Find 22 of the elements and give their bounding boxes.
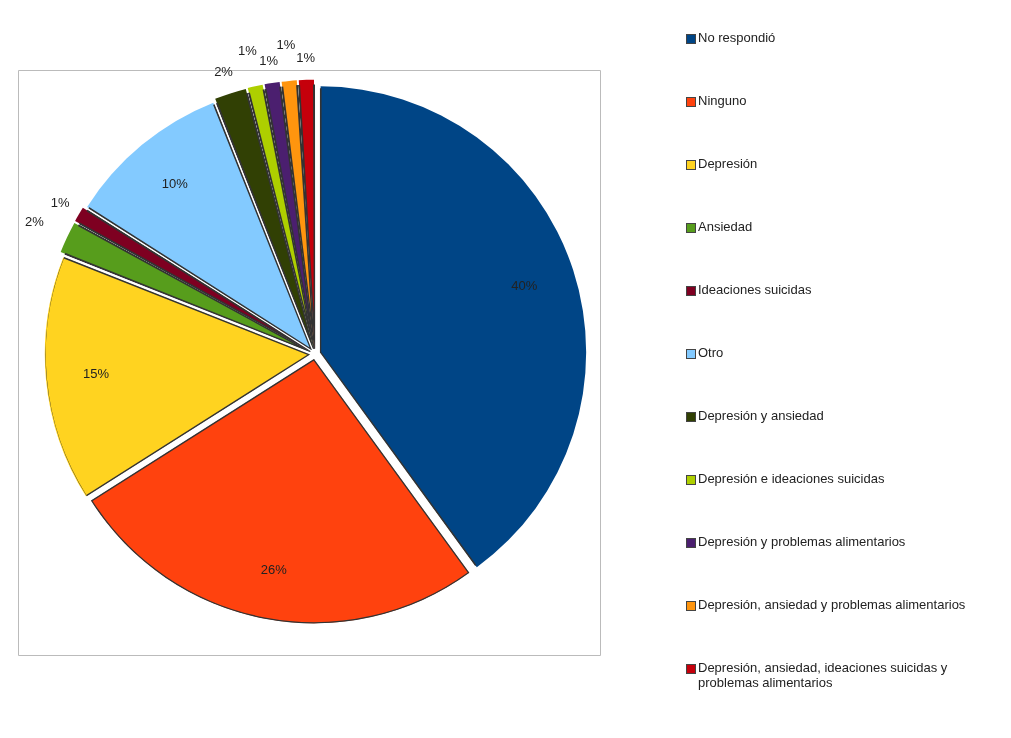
data-label: 26% bbox=[260, 561, 288, 577]
data-label: 1% bbox=[276, 36, 296, 52]
legend-label: Otro bbox=[698, 345, 724, 360]
legend-label: Depresión bbox=[698, 156, 758, 171]
legend-label: Depresión e ideaciones suicidas bbox=[698, 471, 885, 486]
legend-label: Ansiedad bbox=[698, 219, 753, 234]
data-label: 2% bbox=[25, 213, 45, 229]
legend-label: Depresión y ansiedad bbox=[698, 408, 824, 423]
legend-label: Depresión y problemas alimentarios bbox=[698, 534, 906, 549]
data-label: 40% bbox=[511, 277, 538, 293]
data-label: 1% bbox=[237, 43, 258, 59]
legend-label: Ninguno bbox=[698, 93, 747, 108]
data-label: 10% bbox=[161, 176, 189, 192]
data-label: 15% bbox=[82, 366, 110, 382]
legend-label: No respondió bbox=[698, 30, 776, 45]
data-label: 1% bbox=[296, 49, 316, 65]
data-label: 1% bbox=[50, 194, 71, 210]
legend-label: Depresión, ansiedad, ideaciones suicidas y problemas alimentarios bbox=[698, 660, 949, 690]
data-label: 2% bbox=[214, 64, 234, 80]
data-label: 1% bbox=[259, 53, 279, 69]
legend-label: Depresión, ansiedad y problemas alimentarios bbox=[698, 597, 966, 612]
legend-label: Ideaciones suicidas bbox=[698, 282, 812, 297]
